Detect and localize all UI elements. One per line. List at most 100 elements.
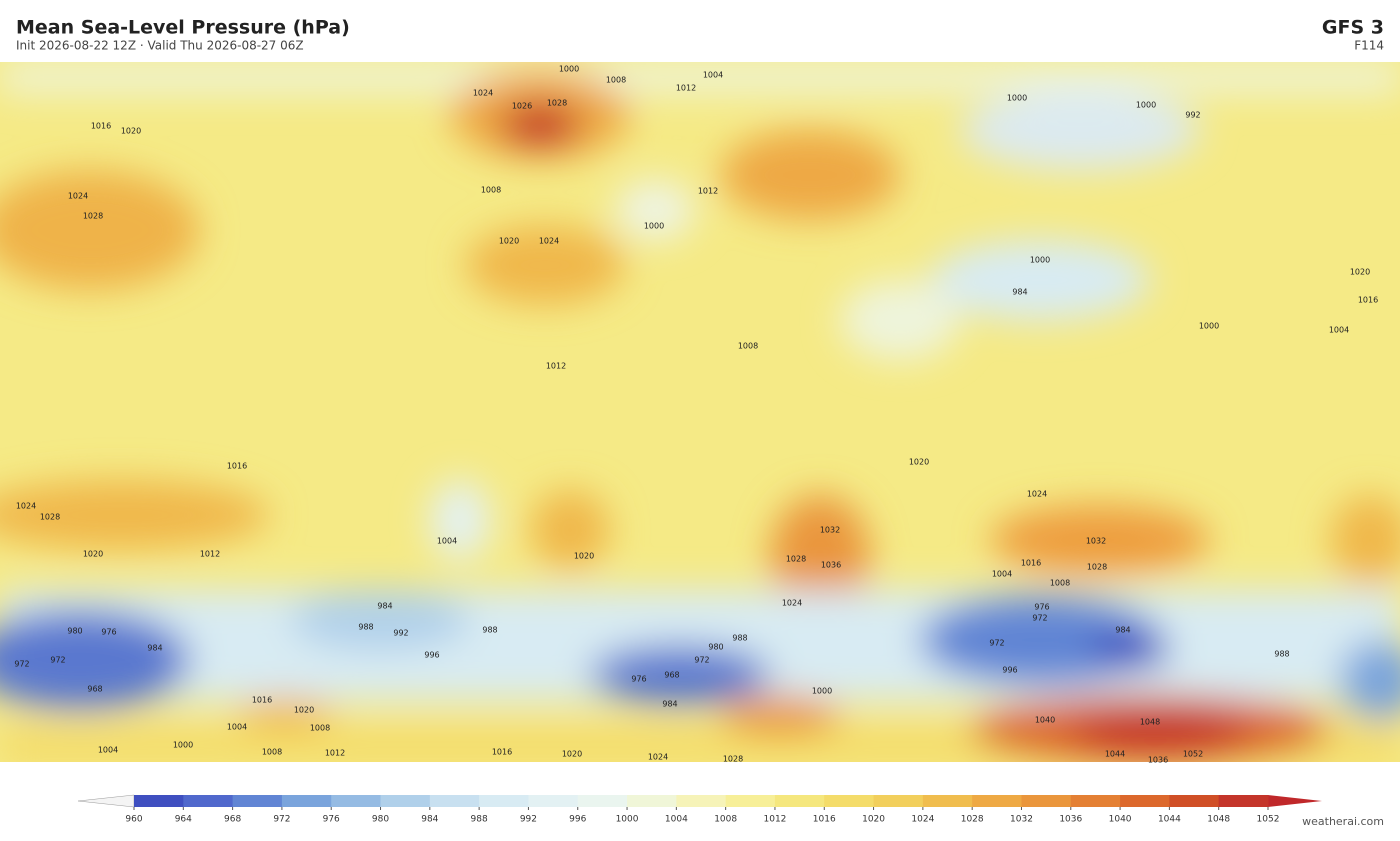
colorbar-tick-label: 976 <box>323 815 340 825</box>
contour-label: 1008 <box>481 186 501 195</box>
contour-label: 1028 <box>1087 563 1107 572</box>
contour-label: 972 <box>14 660 29 669</box>
colorbar-segment <box>380 795 431 807</box>
colorbar-segment <box>824 795 875 807</box>
contour-label: 1028 <box>40 513 60 522</box>
colorbar-tick-label: 988 <box>471 815 488 825</box>
colorbar-segment <box>232 795 283 807</box>
colorbar-segment <box>281 795 332 807</box>
contour-label: 1008 <box>606 76 626 85</box>
contour-label: 1020 <box>121 127 141 136</box>
contour-label: 1012 <box>200 550 220 559</box>
colorbar-tick-label: 984 <box>421 815 438 825</box>
contour-label: 1024 <box>782 599 802 608</box>
contour-label: 1004 <box>992 570 1012 579</box>
colorbar-segment <box>479 795 529 807</box>
colorbar-segment <box>676 795 727 807</box>
contour-label: 976 <box>631 675 646 684</box>
contour-label: 1048 <box>1140 718 1160 727</box>
contour-label: 1024 <box>1027 490 1047 499</box>
colorbar-segment <box>1021 795 1072 807</box>
contour-labels: 1000 1008 1004 1012 1016 1020 1024 1026 1028 1028… <box>14 65 1378 765</box>
colorbar-tick-label: 968 <box>224 815 241 825</box>
model: GFS 3 <box>1322 17 1384 39</box>
contour-label: 1020 <box>574 552 594 561</box>
colorbar-segment <box>627 795 677 807</box>
contour-label: 1004 <box>437 537 457 546</box>
colorbar-tick-label: 1052 <box>1257 815 1280 825</box>
contour-label: 968 <box>87 685 102 694</box>
contour-label: 984 <box>147 644 162 653</box>
contour-label: 1032 <box>1086 537 1106 546</box>
contour-label: 1000 <box>644 222 664 231</box>
colorbar-tick-label: 1008 <box>714 815 737 825</box>
contour-label: 1008 <box>738 342 758 351</box>
colorbar-segment <box>1218 795 1269 807</box>
colorbar-tick-label: 1048 <box>1207 815 1230 825</box>
colorbar-segment <box>1070 795 1121 807</box>
contour-label: 1008 <box>1050 579 1070 588</box>
contour-label: 988 <box>1274 650 1289 659</box>
contour-label: 1012 <box>325 749 345 758</box>
contour-label: 1000 <box>1007 94 1027 103</box>
contour-label: 1052 <box>1183 750 1203 759</box>
contour-label: 1004 <box>1329 326 1349 335</box>
contour-label: 1000 <box>559 65 579 74</box>
contour-label: 1008 <box>262 748 282 757</box>
contour-label: 988 <box>482 626 497 635</box>
contour-label: 1020 <box>909 458 929 467</box>
contour-label: 984 <box>1115 626 1130 635</box>
contour-label: 1016 <box>91 122 111 131</box>
contour-label: 984 <box>662 700 677 709</box>
colorbar-segment <box>331 795 382 807</box>
contour-label: 1004 <box>703 71 723 80</box>
colorbar-segment <box>774 795 825 807</box>
contour-label: 1040 <box>1035 716 1055 725</box>
contour-label: 984 <box>377 602 392 611</box>
colorbar-tick-label: 1000 <box>616 815 639 825</box>
colorbar-tick-label: 1028 <box>961 815 984 825</box>
colorbar-tick-label: 1016 <box>813 815 836 825</box>
contour-label: 1020 <box>562 750 582 759</box>
contour-label: 1016 <box>252 696 272 705</box>
colorbar-segment <box>429 795 480 807</box>
colorbar-tick-label: 1020 <box>862 815 885 825</box>
colorbar-segment <box>873 795 924 807</box>
colorbar-segment <box>1169 795 1220 807</box>
contour-label: 992 <box>1185 111 1200 120</box>
title: Mean Sea-Level Pressure (hPa) <box>16 17 350 39</box>
colorbar-segment <box>134 795 184 807</box>
contour-label: 1024 <box>473 89 493 98</box>
contour-label: 1000 <box>1030 256 1050 265</box>
colorbar-tick-label: 1004 <box>665 815 688 825</box>
colorbar-tick-label: 996 <box>569 815 586 825</box>
contour-label: 1016 <box>1358 296 1378 305</box>
contour-label: 972 <box>1032 614 1047 623</box>
contour-label: 1036 <box>1148 756 1168 765</box>
contour-label: 1000 <box>1199 322 1219 331</box>
contour-label: 988 <box>732 634 747 643</box>
contour-label: 996 <box>424 651 439 660</box>
contour-label: 1016 <box>1021 559 1041 568</box>
colorbar-segment <box>577 795 628 807</box>
colorbar-tick-label: 964 <box>175 815 192 825</box>
colorbar-tick-label: 972 <box>273 815 290 825</box>
contour-label: 976 <box>1034 603 1049 612</box>
colorbar-over <box>1268 795 1322 807</box>
contour-label: 996 <box>1002 666 1017 675</box>
contour-label: 1016 <box>227 462 247 471</box>
colorbar-segment <box>725 795 776 807</box>
contour-label: 1012 <box>546 362 566 371</box>
pressure-field <box>0 62 1400 762</box>
contour-label: 1024 <box>648 753 668 762</box>
watermark: weatherai.com <box>1302 815 1384 828</box>
contour-label: 1012 <box>676 84 696 93</box>
contour-label: 972 <box>50 656 65 665</box>
colorbar-segment <box>528 795 579 807</box>
colorbar-segment <box>1120 795 1170 807</box>
contour-label: 1012 <box>698 187 718 196</box>
contour-label: 1024 <box>68 192 88 201</box>
contour-label: 1020 <box>499 237 519 246</box>
colorbar-tick-label: 980 <box>372 815 389 825</box>
